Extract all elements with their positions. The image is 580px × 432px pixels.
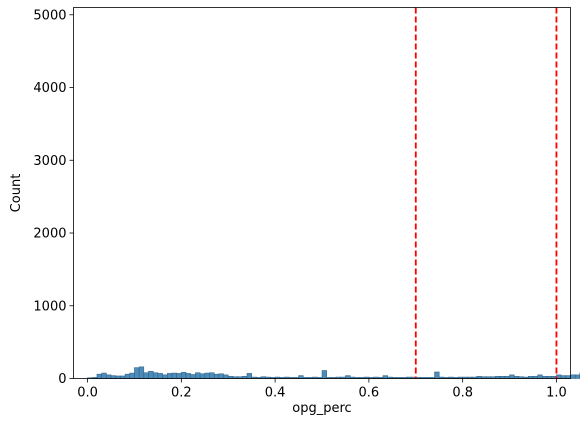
y-axis-ticks: 0 1000 2000 3000 4000 5000: [33, 8, 74, 387]
y-tick-label: 1000: [33, 299, 66, 314]
histogram-bar: [152, 372, 159, 379]
histogram-bar: [213, 373, 220, 379]
x-axis-ticks: 0.0 0.2 0.4 0.6 0.8 1.0: [77, 378, 567, 401]
histogram-bar: [199, 373, 206, 379]
histogram-bar: [570, 374, 576, 379]
histogram-bar: [138, 366, 145, 379]
histogram-bar: [110, 375, 116, 379]
histogram-bar: [509, 374, 515, 379]
histogram-bar: [321, 370, 327, 379]
histogram-bar: [218, 373, 224, 379]
histogram-bar: [195, 372, 201, 379]
y-tick-label: 4000: [33, 81, 66, 96]
histogram-bar: [209, 372, 215, 379]
histogram-bar: [106, 374, 112, 379]
histogram-bar: [129, 372, 135, 379]
histogram-bars: [87, 366, 580, 379]
histogram-bar: [185, 373, 191, 379]
x-tick-label: 0.4: [265, 386, 286, 401]
histogram-bar: [176, 373, 182, 379]
histogram-bar: [298, 375, 304, 379]
histogram-bar: [345, 375, 351, 379]
x-tick-label: 0.2: [171, 386, 192, 401]
x-tick-label: 0.8: [452, 386, 473, 401]
y-tick-label: 2000: [33, 227, 66, 242]
histogram-bar: [434, 371, 440, 379]
x-axis-label: opg_perc: [292, 401, 351, 416]
histogram-bar: [101, 372, 107, 379]
histogram-bar: [96, 373, 102, 379]
y-axis-label: Count: [9, 174, 24, 213]
histogram-bar: [143, 372, 149, 379]
histogram-bar: [204, 372, 210, 379]
histogram-bar: [382, 375, 388, 379]
histogram-bar: [190, 374, 196, 379]
histogram-bar: [124, 373, 131, 379]
histogram-bar: [565, 375, 571, 379]
y-tick-label: 0: [58, 372, 66, 387]
x-tick-label: 1.0: [546, 386, 567, 401]
histogram-bar: [181, 372, 187, 379]
histogram-bar: [167, 373, 173, 379]
histogram-bar: [537, 374, 543, 379]
x-tick-label: 0.0: [77, 386, 98, 401]
histogram-bar: [560, 375, 567, 379]
y-tick-label: 3000: [33, 154, 66, 169]
histogram-bar: [157, 373, 163, 379]
y-tick-label: 5000: [33, 8, 66, 23]
histogram-bar: [223, 374, 229, 379]
histogram-bar: [246, 373, 252, 379]
histogram-bar: [162, 374, 168, 379]
histogram-bar: [134, 367, 140, 379]
x-tick-label: 0.6: [359, 386, 380, 401]
histogram-bar: [574, 374, 580, 379]
histogram-bar: [171, 372, 177, 379]
histogram-bar: [148, 370, 154, 379]
reference-lines: [414, 7, 558, 379]
plot-frame: [73, 7, 571, 379]
